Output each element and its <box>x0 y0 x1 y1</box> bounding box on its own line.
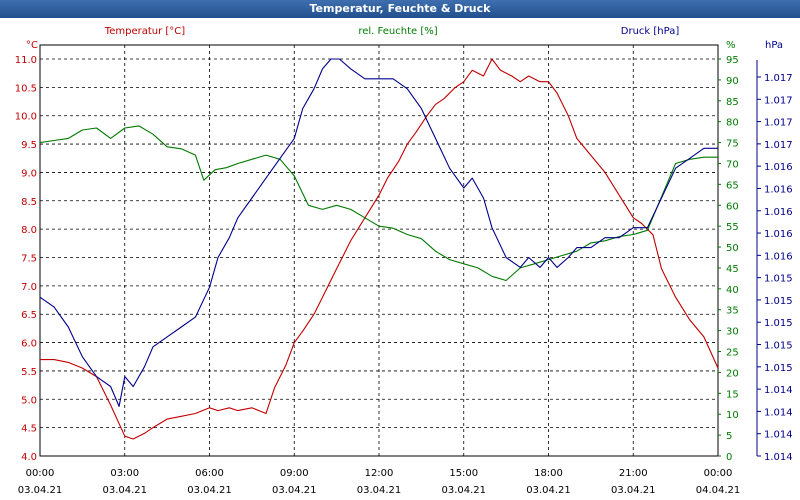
time-tick-label: 12:00 <box>365 468 394 479</box>
time-tick-label: 00:00 <box>704 468 733 479</box>
pressure-tick-label: 1.014 <box>764 452 793 463</box>
date-tick-label: 04.04.21 <box>696 485 741 496</box>
humidity-tick-label: 85 <box>726 97 739 108</box>
humidity-tick-label: 15 <box>726 389 739 400</box>
humidity-tick-label: 50 <box>726 243 739 254</box>
pressure-tick-label: 1.016 <box>764 207 793 218</box>
humidity-unit-label: % <box>726 40 736 51</box>
temperature-tick-label: 10.5 <box>15 83 37 94</box>
date-tick-label: 03.04.21 <box>526 485 571 496</box>
humidity-tick-label: 25 <box>726 348 739 359</box>
window-title: Temperatur, Feuchte & Druck <box>0 0 800 18</box>
temperature-tick-label: 6.5 <box>21 310 37 321</box>
chart-series <box>39 58 719 440</box>
temperature-tick-label: 8.0 <box>21 225 37 236</box>
date-tick-label: 03.04.21 <box>102 485 147 496</box>
pressure-tick-label: 1.016 <box>764 162 793 173</box>
humidity-axis: 0 5 10 15 20 25 30 35 40 45 50 55 60 65 70 75 80 85 90 95 <box>718 55 739 463</box>
humidity-axis-label: rel. Feuchte [%] <box>358 26 437 37</box>
temperature-unit-label: °C <box>26 40 38 51</box>
humidity-tick-label: 75 <box>726 139 739 150</box>
humidity-tick-label: 30 <box>726 327 739 338</box>
humidity-tick-label: 80 <box>726 118 739 129</box>
pressure-tick-label: 1.017 <box>764 73 793 84</box>
temperature-tick-label: 4.5 <box>21 424 37 435</box>
pressure-tick-label: 1.015 <box>764 341 793 352</box>
time-tick-label: 06:00 <box>195 468 224 479</box>
pressure-tick-label: 1.016 <box>764 229 793 240</box>
humidity-tick-label: 10 <box>726 410 739 421</box>
humidity-line <box>39 125 718 282</box>
time-tick-label: 15:00 <box>449 468 478 479</box>
humidity-tick-label: 45 <box>726 264 739 275</box>
temperature-tick-label: 6.0 <box>21 339 37 350</box>
temperature-tick-label: 9.5 <box>21 140 37 151</box>
temperature-tick-label: 5.0 <box>21 395 37 406</box>
pressure-axis: 1.014 1.014 1.014 1.014 1.015 1.015 1.015 1.015… <box>756 60 793 463</box>
humidity-tick-label: 0 <box>726 452 732 463</box>
humidity-tick-label: 20 <box>726 368 739 379</box>
temperature-tick-label: 7.5 <box>21 254 37 265</box>
pressure-tick-label: 1.017 <box>764 118 793 129</box>
pressure-tick-label: 1.014 <box>764 430 793 441</box>
humidity-tick-label: 55 <box>726 222 739 233</box>
humidity-tick-label: 35 <box>726 306 739 317</box>
humidity-tick-label: 60 <box>726 201 739 212</box>
pressure-line <box>39 58 718 407</box>
date-tick-label: 03.04.21 <box>611 485 656 496</box>
weather-chart: Temperatur [°C] rel. Feuchte [%] Druck [… <box>15 26 793 496</box>
humidity-tick-label: 5 <box>726 431 732 442</box>
temperature-tick-label: 7.0 <box>21 282 37 293</box>
pressure-tick-label: 1.017 <box>764 95 793 106</box>
temperature-tick-label: 10.0 <box>15 112 37 123</box>
humidity-tick-label: 95 <box>726 55 739 66</box>
pressure-tick-label: 1.015 <box>764 363 793 374</box>
humidity-tick-label: 70 <box>726 159 739 170</box>
pressure-tick-label: 1.015 <box>764 274 793 285</box>
temperature-line <box>40 58 719 440</box>
temperature-tick-label: 5.5 <box>21 367 37 378</box>
time-tick-label: 00:00 <box>26 468 55 479</box>
plot-frame <box>39 44 719 457</box>
time-tick-label: 03:00 <box>110 468 139 479</box>
pressure-axis-label: Druck [hPa] <box>621 26 680 37</box>
humidity-tick-label: 40 <box>726 285 739 296</box>
time-tick-label: 09:00 <box>280 468 309 479</box>
temperature-axis: 4.0 4.5 5.0 5.5 6.0 6.5 7.0 7.5 8.0 8.5 9.0 9.5 10.0… <box>15 55 37 463</box>
time-axis: 00:00 03.04.21 03:00 03.04.21 06:00 03.04.21 0… <box>18 468 741 496</box>
temperature-tick-label: 11.0 <box>15 55 37 66</box>
pressure-unit-label: hPa <box>765 40 783 51</box>
chart-grid <box>40 45 718 456</box>
pressure-tick-label: 1.015 <box>764 318 793 329</box>
time-tick-label: 21:00 <box>619 468 648 479</box>
temperature-axis-label: Temperatur [°C] <box>104 26 185 37</box>
pressure-tick-label: 1.014 <box>764 407 793 418</box>
humidity-tick-label: 65 <box>726 180 739 191</box>
pressure-tick-label: 1.014 <box>764 385 793 396</box>
date-tick-label: 03.04.21 <box>441 485 486 496</box>
date-tick-label: 03.04.21 <box>357 485 402 496</box>
pressure-tick-label: 1.016 <box>764 251 793 262</box>
date-tick-label: 03.04.21 <box>187 485 232 496</box>
pressure-tick-label: 1.017 <box>764 140 793 151</box>
temperature-tick-label: 4.0 <box>21 452 37 463</box>
temperature-tick-label: 8.5 <box>21 197 37 208</box>
pressure-tick-label: 1.015 <box>764 296 793 307</box>
date-tick-label: 03.04.21 <box>272 485 317 496</box>
pressure-tick-label: 1.016 <box>764 184 793 195</box>
humidity-tick-label: 90 <box>726 76 739 87</box>
date-tick-label: 03.04.21 <box>18 485 63 496</box>
temperature-tick-label: 9.0 <box>21 168 37 179</box>
time-tick-label: 18:00 <box>534 468 563 479</box>
